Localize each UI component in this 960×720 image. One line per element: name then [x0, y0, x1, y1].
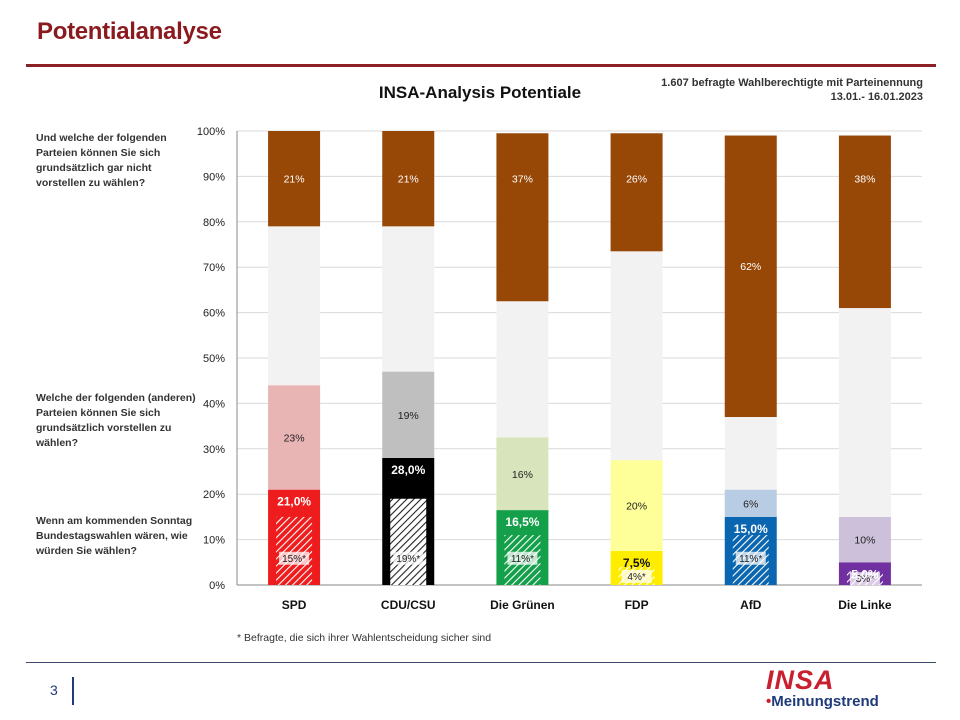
y-tick-label: 10%: [203, 535, 225, 547]
bar-segment: [838, 516, 891, 563]
bar-segment: [610, 460, 663, 551]
insa-logo: INSA •Meinungstrend: [766, 666, 916, 714]
sample-info: 1.607 befragte Wahlberechtigte mit Parte…: [563, 76, 923, 104]
y-tick-label: 30%: [203, 444, 225, 456]
certain-voter-label: 19%*: [396, 554, 420, 565]
vote-share-label: 16,5%: [505, 515, 539, 529]
y-tick-label: 50%: [203, 353, 225, 365]
y-tick-label: 90%: [203, 171, 225, 183]
x-category-label: AfD: [740, 598, 762, 612]
question-rejection: Und welche der folgenden Parteien können…: [36, 132, 167, 189]
vote-share-label: 21,0%: [277, 495, 311, 509]
bar-segment: [838, 308, 891, 517]
y-tick-label: 80%: [203, 217, 225, 229]
page-number: 3: [50, 682, 58, 698]
potential-label: 23%: [284, 432, 305, 444]
bar-segment: [610, 251, 663, 461]
x-category-label: FDP: [625, 598, 649, 612]
logo-tagline-text: Meinungstrend: [771, 693, 879, 710]
certain-voter-label: 4%*: [627, 572, 645, 583]
bar-segment: [382, 371, 435, 458]
footnote: * Befragte, die sich ihrer Wahlentscheid…: [237, 632, 492, 644]
sample-size: 1.607 befragte Wahlberechtigte mit Parte…: [661, 77, 923, 89]
question-potential: Welche der folgenden (anderen) Parteien …: [36, 392, 196, 449]
x-category-label: Die Grünen: [490, 598, 555, 612]
bar-segment: [496, 301, 549, 438]
bar-segment: [724, 489, 777, 517]
bar-segment: [724, 417, 777, 490]
rejection-label: 38%: [854, 174, 875, 186]
x-category-label: Die Linke: [838, 598, 892, 612]
potential-label: 19%: [398, 410, 419, 422]
bar-segment: [382, 131, 435, 227]
logo-dot: •: [766, 693, 772, 710]
certain-voter-label-bg: [507, 551, 538, 565]
page-title: Potentialanalyse: [37, 18, 222, 45]
rejection-label: 37%: [512, 174, 533, 186]
chart-title: INSA-Analysis Potentiale: [378, 83, 582, 102]
y-tick-label: 40%: [203, 398, 225, 410]
certain-voter-label-bg: [621, 569, 652, 583]
certain-voter-label: 11%*: [739, 554, 762, 565]
rejection-label: 62%: [740, 261, 761, 273]
rejection-label: 21%: [398, 174, 419, 186]
rejection-label: 21%: [284, 174, 305, 186]
potential-label: 10%: [854, 535, 875, 547]
certain-voter-label-bg: [393, 551, 424, 565]
question-vote: Wenn am kommenden Sonntag Bundestagswahl…: [36, 515, 193, 557]
vote-share-label: 7,5%: [623, 556, 651, 570]
bar-segment: [838, 135, 891, 309]
certain-voter-label: 15%*: [282, 554, 306, 565]
y-tick-label: 100%: [197, 126, 225, 138]
certain-voter-label: 11%*: [511, 554, 534, 565]
survey-period: 13.01.- 16.01.2023: [830, 91, 923, 103]
bar-segment: [724, 135, 777, 418]
bar-segment: [268, 131, 321, 227]
x-category-label: CDU/CSU: [381, 598, 436, 612]
rejection-label: 26%: [626, 174, 647, 186]
certain-voter-segment: [276, 516, 313, 585]
bar-segment: [268, 226, 321, 386]
footer-divider: [26, 662, 936, 663]
bar-segment: [496, 437, 549, 511]
certain-voter-segment: [390, 498, 427, 585]
vote-share-label: 15,0%: [734, 522, 768, 536]
vote-share-label: 5,0%: [851, 567, 879, 581]
y-tick-label: 60%: [203, 308, 225, 320]
bar-segment: [268, 385, 321, 490]
y-tick-label: 70%: [203, 262, 225, 274]
title-divider: [26, 64, 936, 67]
certain-voter-label-bg: [279, 551, 310, 565]
certain-voter-label-bg: [735, 551, 766, 565]
y-tick-label: 20%: [203, 489, 225, 501]
bar-segment: [496, 133, 549, 302]
x-category-label: SPD: [282, 598, 307, 612]
bar-segment: [610, 133, 663, 252]
page-number-bar: [72, 677, 74, 705]
logo-tagline: •Meinungstrend: [766, 694, 916, 710]
y-tick-label: 0%: [209, 580, 225, 592]
vote-share-label: 28,0%: [391, 463, 425, 477]
potential-label: 16%: [512, 469, 533, 481]
logo-wordmark: INSA: [766, 665, 835, 695]
certain-voter-label-bg: [849, 572, 880, 586]
certain-voter-label: 3%*: [856, 574, 874, 585]
potential-label: 6%: [743, 498, 758, 510]
potential-label: 20%: [626, 501, 647, 513]
bar-segment: [382, 226, 435, 372]
